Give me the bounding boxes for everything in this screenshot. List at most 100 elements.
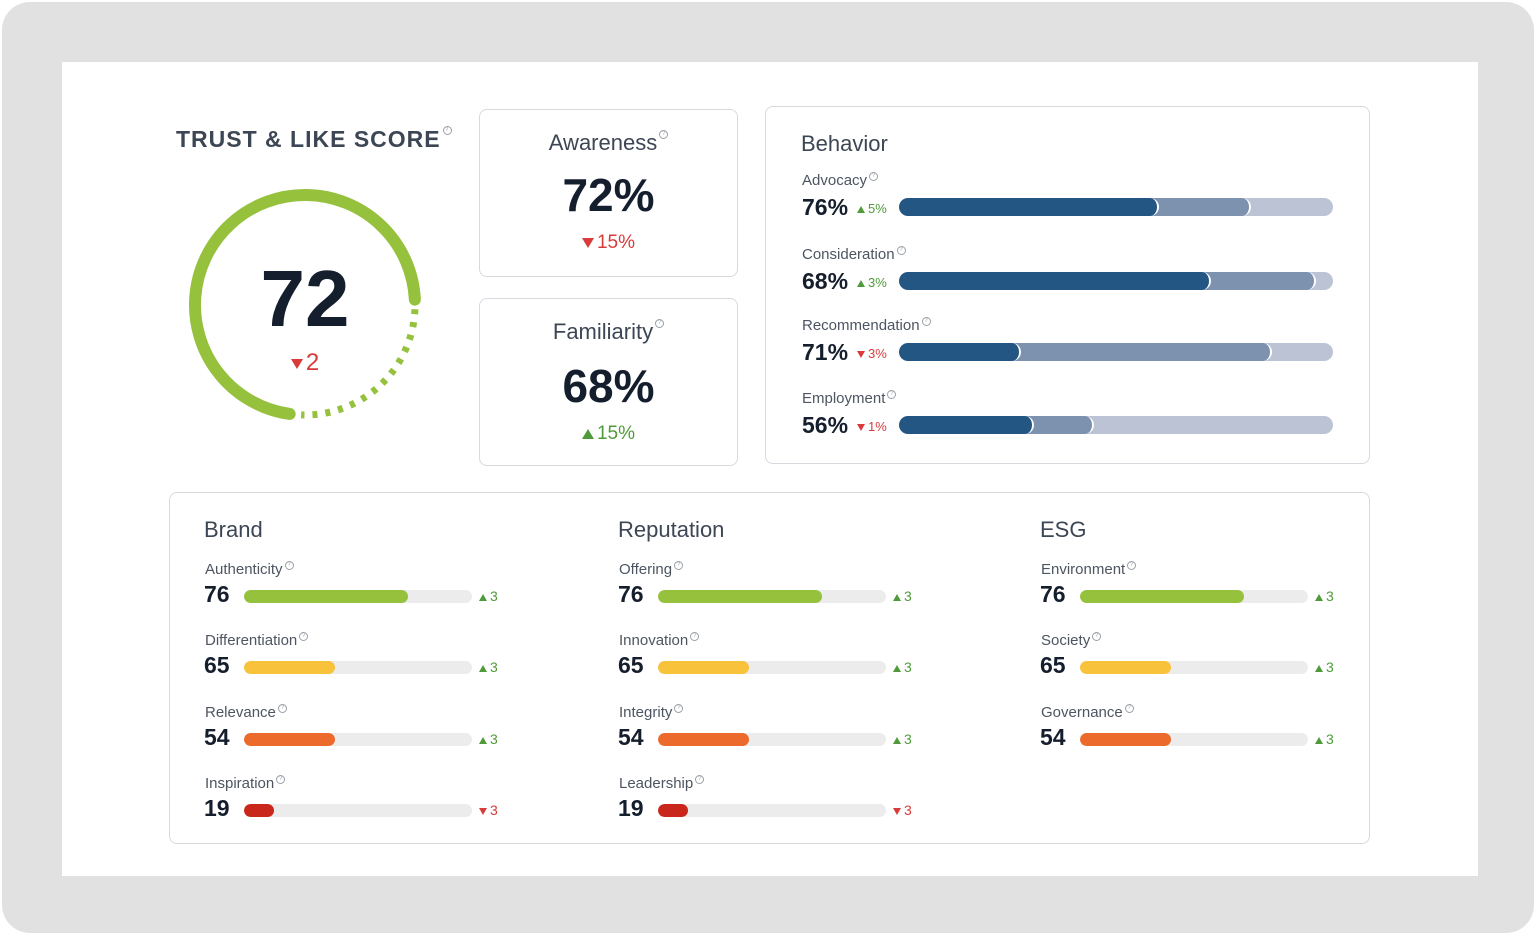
score-value: 65 <box>1040 652 1066 678</box>
behavior-delta: 3% <box>857 346 887 361</box>
score-bar-fill <box>244 804 274 817</box>
behavior-bar-primary <box>899 416 1034 434</box>
score-bar-track <box>244 590 472 603</box>
score-bar-track <box>658 590 886 603</box>
up-arrow-icon <box>479 736 487 744</box>
score-label: Integrity? <box>619 704 684 721</box>
score-bar-fill <box>658 804 688 817</box>
score-label: Inspiration? <box>205 775 286 792</box>
familiarity-value: 68% <box>562 360 655 412</box>
score-delta: 3 <box>1315 731 1334 747</box>
down-arrow-icon <box>857 351 865 359</box>
score-delta: 3 <box>1315 588 1334 604</box>
behavior-delta: 3% <box>857 275 887 290</box>
familiarity-title: Familiarity? <box>480 319 737 345</box>
score-delta: 3 <box>479 659 498 675</box>
trust-score-gauge <box>189 189 421 420</box>
up-arrow-icon <box>893 664 901 672</box>
score-label: Governance? <box>1041 704 1134 721</box>
score-delta: 3 <box>893 731 912 747</box>
info-icon[interactable]: ? <box>869 172 879 181</box>
behavior-value: 71% <box>802 339 849 365</box>
info-icon[interactable]: ? <box>690 632 700 641</box>
score-value: 54 <box>204 724 230 750</box>
score-bar-fill <box>658 661 750 674</box>
score-label: Differentiation? <box>205 632 309 649</box>
up-arrow-icon <box>857 206 865 214</box>
trust-score-delta: 2 <box>180 349 430 377</box>
awareness-title: Awareness? <box>480 130 737 156</box>
score-delta: 3 <box>893 588 912 604</box>
score-bar-track <box>658 661 886 674</box>
score-delta: 3 <box>479 731 498 747</box>
behavior-bar-track <box>899 272 1333 290</box>
score-label: Authenticity? <box>205 561 294 578</box>
score-value: 19 <box>618 795 644 821</box>
up-arrow-icon <box>1315 593 1323 601</box>
score-label: Leadership? <box>619 775 705 792</box>
info-icon[interactable]: ? <box>921 317 931 326</box>
awareness-card: Awareness? 72% 15% <box>479 109 738 277</box>
familiarity-card: Familiarity? 68% 15% <box>479 298 738 466</box>
info-icon[interactable]: ? <box>1127 561 1137 570</box>
score-value: 65 <box>618 652 644 678</box>
gauge-filled-arc <box>189 189 421 420</box>
up-arrow-icon <box>893 736 901 744</box>
trust-score-value: 72 <box>260 254 350 343</box>
score-bar-track <box>1080 661 1308 674</box>
down-arrow-icon <box>290 358 303 369</box>
info-icon[interactable]: ? <box>442 126 452 135</box>
awareness-delta: 15% <box>480 232 737 254</box>
behavior-bar-primary <box>899 272 1212 290</box>
info-icon[interactable]: ? <box>1092 632 1102 641</box>
behavior-label: Advocacy? <box>802 172 879 189</box>
up-arrow-icon <box>479 664 487 672</box>
familiarity-delta: 15% <box>480 423 737 445</box>
info-icon[interactable]: ? <box>674 704 684 713</box>
score-value: 19 <box>204 795 230 821</box>
score-bar-fill <box>658 733 750 746</box>
score-bar-track <box>658 804 886 817</box>
info-icon[interactable]: ? <box>896 246 906 255</box>
up-arrow-icon <box>893 593 901 601</box>
behavior-label: Recommendation? <box>802 317 931 334</box>
info-icon[interactable]: ? <box>655 319 665 328</box>
up-arrow-icon <box>479 593 487 601</box>
info-icon[interactable]: ? <box>674 561 684 570</box>
behavior-card: Behavior Advocacy? 76% 5% Consideration? 68%… <box>765 106 1370 464</box>
score-bar-track <box>244 733 472 746</box>
score-bar-track <box>244 661 472 674</box>
score-bar-fill <box>244 661 336 674</box>
down-arrow-icon <box>479 807 487 815</box>
behavior-value: 56% <box>802 412 849 438</box>
behavior-label: Consideration? <box>802 246 906 263</box>
behavior-bar-track <box>899 343 1333 361</box>
info-icon[interactable]: ? <box>284 561 294 570</box>
score-delta: 3 <box>479 588 498 604</box>
info-icon[interactable]: ? <box>1124 704 1134 713</box>
score-delta: 3 <box>1315 659 1334 675</box>
score-bar-track <box>1080 590 1308 603</box>
score-label: Environment? <box>1041 561 1137 578</box>
score-bar-fill <box>658 590 823 603</box>
behavior-value: 76% <box>802 194 849 220</box>
score-bar-fill <box>1080 733 1172 746</box>
info-icon[interactable]: ? <box>299 632 309 641</box>
awareness-value: 72% <box>562 169 655 221</box>
score-bar-track <box>1080 733 1308 746</box>
info-icon[interactable]: ? <box>887 390 897 399</box>
info-icon[interactable]: ? <box>277 704 287 713</box>
score-group-title: Brand <box>204 517 263 542</box>
info-icon[interactable]: ? <box>659 130 669 139</box>
info-icon[interactable]: ? <box>276 775 286 784</box>
score-label: Innovation? <box>619 632 700 649</box>
score-label: Society? <box>1041 632 1102 649</box>
score-bar-fill <box>1080 590 1245 603</box>
down-arrow-icon <box>857 424 865 432</box>
info-icon[interactable]: ? <box>695 775 705 784</box>
behavior-bar-track <box>899 198 1333 216</box>
score-delta: 3 <box>893 659 912 675</box>
score-value: 76 <box>1040 581 1066 607</box>
score-bar-track <box>244 804 472 817</box>
score-value: 54 <box>1040 724 1066 750</box>
